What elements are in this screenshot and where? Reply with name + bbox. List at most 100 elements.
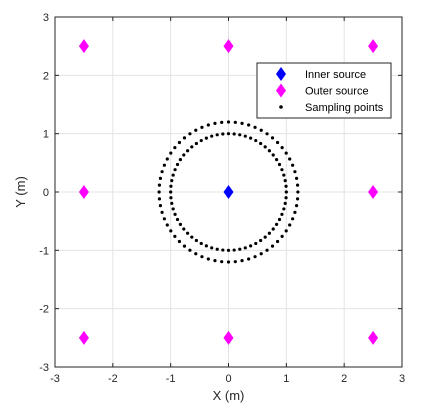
sampling-point <box>199 138 203 143</box>
sampling-point <box>271 153 275 157</box>
outer-source-marker <box>78 39 89 54</box>
sampling-point <box>293 170 297 174</box>
sampling-point <box>280 168 284 172</box>
sampling-point <box>259 252 263 256</box>
legend-label: Inner source <box>305 69 366 81</box>
sampling-point <box>169 151 173 155</box>
sampling-point <box>158 176 163 180</box>
axis-ticks: -3 -2 -1 0 1 2 3 -3 -2 -1 0 1 2 3 <box>39 12 405 385</box>
sampling-point <box>204 136 208 140</box>
sampling-point <box>171 173 175 177</box>
sampling-point <box>173 145 177 150</box>
sampling-point <box>213 121 217 125</box>
sampling-point <box>200 125 204 129</box>
sampling-point <box>171 207 175 211</box>
sampling-point <box>263 145 267 149</box>
sampling-point <box>210 134 214 138</box>
sampling-point <box>282 207 286 211</box>
legend-label: Outer source <box>305 86 369 98</box>
outer-source-marker <box>368 330 379 345</box>
sampling-point <box>232 132 236 136</box>
sampling-point <box>259 141 263 146</box>
sampling-point <box>169 229 173 233</box>
sampling-point <box>204 244 208 248</box>
sampling-point <box>220 260 224 264</box>
outer-source-marker <box>223 39 234 54</box>
sampling-point <box>293 210 297 214</box>
sampling-point <box>178 157 183 162</box>
sampling-point <box>270 136 275 140</box>
sampling-point <box>226 248 231 252</box>
sampling-point <box>162 163 166 167</box>
sampling-point <box>170 201 174 205</box>
sampling-point <box>160 210 164 214</box>
sampling-point <box>215 247 219 251</box>
sampling-point <box>291 217 295 221</box>
sampling-point <box>253 255 257 259</box>
sampling-point <box>186 231 190 235</box>
sampling-point <box>280 234 284 239</box>
sampling-point <box>220 120 224 124</box>
sampling-point <box>259 238 263 243</box>
sampling-point <box>173 212 177 216</box>
x-axis-label: X (m) <box>213 388 245 403</box>
sampling-point <box>157 197 162 201</box>
sampling-point <box>288 157 292 161</box>
y-tick-label: 2 <box>43 70 49 82</box>
sampling-point <box>213 259 217 263</box>
sampling-point <box>206 257 210 261</box>
sampling-point <box>275 140 280 145</box>
sampling-point <box>194 238 198 243</box>
sampling-point <box>194 128 198 132</box>
sampling-point <box>270 244 275 248</box>
sampling-point <box>283 201 287 205</box>
sampling-point <box>173 168 177 172</box>
sampling-point <box>182 227 186 231</box>
sampling-point <box>240 259 244 263</box>
x-tick-label: -3 <box>50 373 60 385</box>
sampling-point <box>280 145 284 150</box>
sampling-point <box>263 235 267 239</box>
x-tick-label: 1 <box>283 373 289 385</box>
sampling-point <box>162 217 166 221</box>
sampling-point <box>175 162 180 167</box>
sampling-point <box>182 136 187 140</box>
legend-diamond-icon <box>276 67 286 81</box>
sampling-point <box>238 133 242 137</box>
sampling-point <box>254 241 258 246</box>
sampling-point <box>265 248 269 252</box>
sampling-point <box>283 179 287 183</box>
sampling-point <box>178 222 183 227</box>
sampling-point <box>249 136 253 140</box>
sampling-point <box>295 197 300 201</box>
data-marks <box>78 39 379 345</box>
sampling-point <box>169 196 173 200</box>
sampling-point <box>247 257 251 261</box>
sampling-point <box>271 227 275 231</box>
sampling-point <box>199 241 203 246</box>
sampling-point <box>284 229 288 233</box>
sampling-point <box>177 239 182 244</box>
sampling-point <box>188 248 192 252</box>
x-tick-label: 0 <box>225 373 231 385</box>
legend-diamond-icon <box>276 83 286 98</box>
sampling-point <box>291 163 295 167</box>
sampling-point <box>232 248 236 252</box>
sampling-point <box>182 244 187 248</box>
sampling-point <box>173 234 177 239</box>
sampling-point <box>226 120 231 124</box>
sampling-point <box>277 162 282 167</box>
sampling-point <box>165 223 169 227</box>
sampling-point <box>274 222 279 227</box>
sampling-point <box>169 184 173 188</box>
x-tick-label: -2 <box>108 373 118 385</box>
x-tick-label: -1 <box>166 373 176 385</box>
sampling-point <box>267 231 271 235</box>
sampling-point <box>210 246 214 250</box>
sampling-point <box>200 255 204 259</box>
sampling-point <box>221 132 225 136</box>
sampling-point <box>265 132 269 136</box>
sampling-point <box>284 151 288 155</box>
sampling-point <box>238 247 242 251</box>
